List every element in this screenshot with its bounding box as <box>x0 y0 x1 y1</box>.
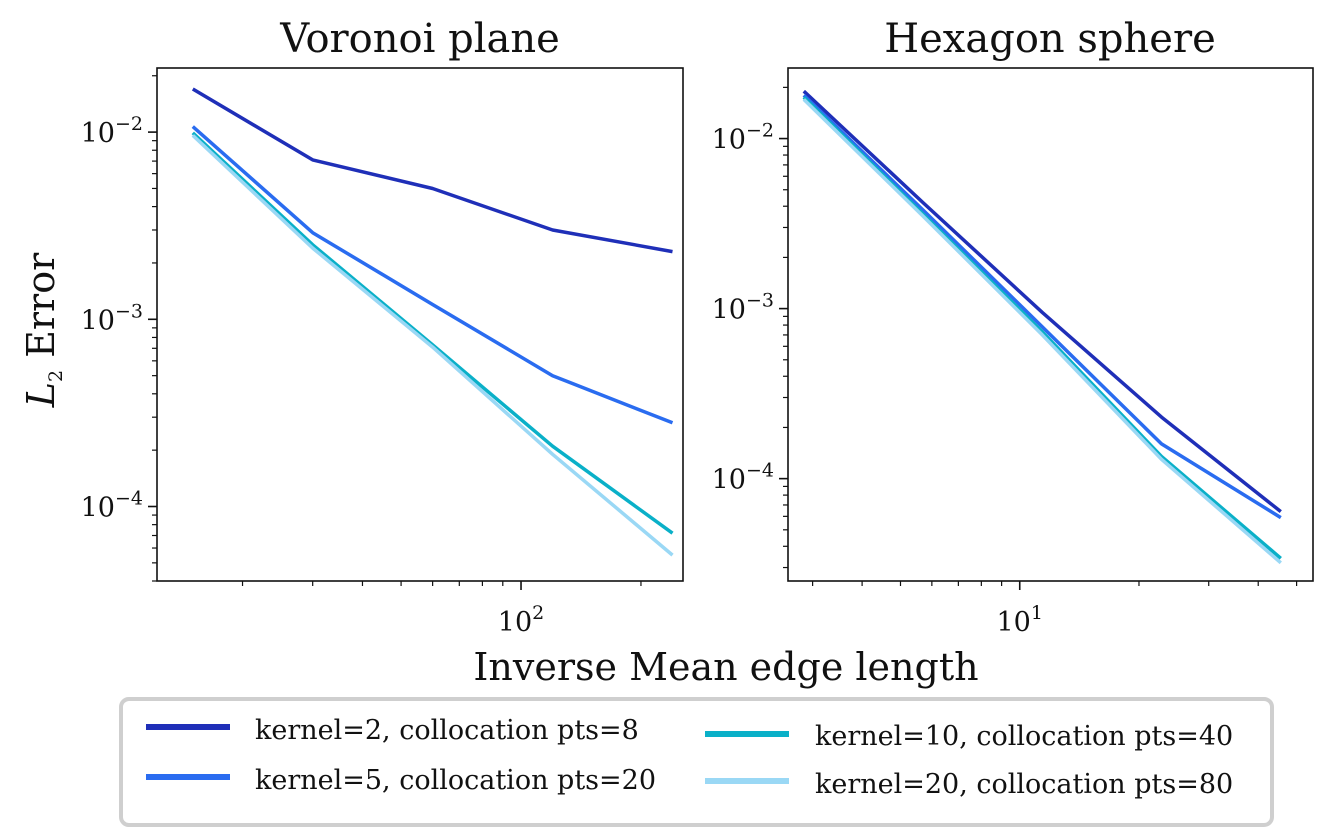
series-line <box>191 125 674 425</box>
series-lines <box>191 87 674 557</box>
legend-box <box>119 697 1274 827</box>
x-tick-label: 102 <box>498 602 544 638</box>
legend-entry: kernel=10, collocation pts=40 <box>705 721 1233 752</box>
y-tick-label: 10−3 <box>712 290 774 326</box>
series-line <box>802 89 1282 513</box>
legend: kernel=2, collocation pts=8 kernel=10, c… <box>119 697 1274 827</box>
panel-voronoi-plane: Voronoi plane 10−2 10−3 10−4 102 <box>81 16 684 638</box>
legend-label: kernel=5, collocation pts=20 <box>255 765 656 796</box>
y-axis-label: L2 Error <box>19 252 67 408</box>
chart-title: Hexagon sphere <box>884 16 1215 62</box>
x-axis-label: Inverse Mean edge length <box>473 645 978 689</box>
legend-entry: kernel=2, collocation pts=8 <box>146 715 639 746</box>
series-lines <box>802 89 1282 565</box>
legend-label: kernel=2, collocation pts=8 <box>255 715 639 746</box>
series-line <box>191 134 674 557</box>
plot-frame <box>787 67 1314 582</box>
chart-title: Voronoi plane <box>279 16 560 62</box>
legend-label: kernel=10, collocation pts=40 <box>815 721 1233 752</box>
y-tick-label: 10−3 <box>81 300 143 336</box>
legend-entry: kernel=20, collocation pts=80 <box>705 769 1233 800</box>
x-tick-label: 101 <box>997 602 1043 638</box>
plot-frame <box>156 67 684 582</box>
series-line <box>802 93 1282 520</box>
legend-entry: kernel=5, collocation pts=20 <box>146 765 656 796</box>
y-tick-label: 10−4 <box>81 488 143 524</box>
series-line <box>191 87 673 254</box>
y-tick-label: 10−2 <box>81 113 143 149</box>
legend-label: kernel=20, collocation pts=80 <box>815 769 1233 800</box>
series-line <box>191 131 674 535</box>
y-tick-label: 10−2 <box>712 120 774 156</box>
series-line <box>802 98 1282 565</box>
axis-ticks: 10−2 10−3 10−4 101 <box>712 86 1298 638</box>
y-tick-label: 10−4 <box>712 460 774 496</box>
axis-ticks: 10−2 10−3 10−4 102 <box>81 75 642 638</box>
panel-hexagon-sphere: Hexagon sphere 10−2 10−3 10−4 101 <box>712 16 1314 638</box>
